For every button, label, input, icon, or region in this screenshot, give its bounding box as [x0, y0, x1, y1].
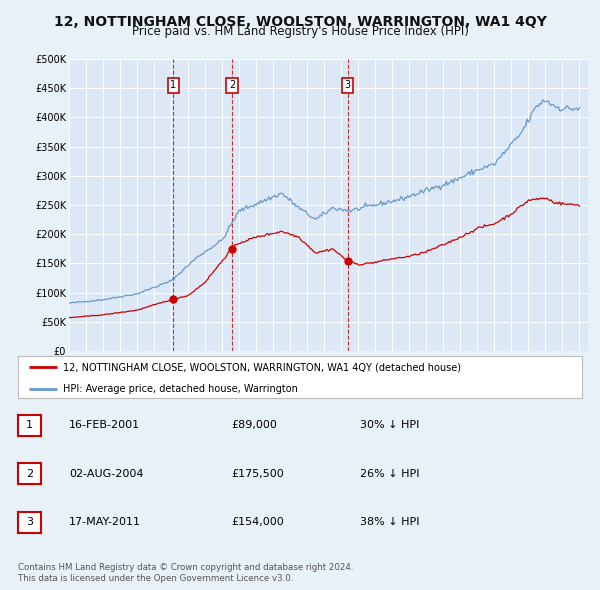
- Text: 12, NOTTINGHAM CLOSE, WOOLSTON, WARRINGTON, WA1 4QY: 12, NOTTINGHAM CLOSE, WOOLSTON, WARRINGT…: [53, 15, 547, 29]
- Text: 26% ↓ HPI: 26% ↓ HPI: [360, 469, 419, 478]
- Text: 02-AUG-2004: 02-AUG-2004: [69, 469, 143, 478]
- Text: 30% ↓ HPI: 30% ↓ HPI: [360, 421, 419, 430]
- Text: £89,000: £89,000: [231, 421, 277, 430]
- Text: 17-MAY-2011: 17-MAY-2011: [69, 517, 141, 527]
- Text: Price paid vs. HM Land Registry's House Price Index (HPI): Price paid vs. HM Land Registry's House …: [131, 25, 469, 38]
- Text: £154,000: £154,000: [231, 517, 284, 527]
- Text: 1: 1: [170, 80, 176, 90]
- Text: 38% ↓ HPI: 38% ↓ HPI: [360, 517, 419, 527]
- Text: 2: 2: [229, 80, 235, 90]
- Text: 3: 3: [26, 517, 33, 527]
- Text: £175,500: £175,500: [231, 469, 284, 478]
- Text: 1: 1: [26, 421, 33, 430]
- Text: 3: 3: [344, 80, 350, 90]
- Text: 12, NOTTINGHAM CLOSE, WOOLSTON, WARRINGTON, WA1 4QY (detached house): 12, NOTTINGHAM CLOSE, WOOLSTON, WARRINGT…: [63, 362, 461, 372]
- Text: Contains HM Land Registry data © Crown copyright and database right 2024.: Contains HM Land Registry data © Crown c…: [18, 563, 353, 572]
- Text: HPI: Average price, detached house, Warrington: HPI: Average price, detached house, Warr…: [63, 384, 298, 394]
- Text: 16-FEB-2001: 16-FEB-2001: [69, 421, 140, 430]
- Text: This data is licensed under the Open Government Licence v3.0.: This data is licensed under the Open Gov…: [18, 573, 293, 583]
- Text: 2: 2: [26, 469, 33, 478]
